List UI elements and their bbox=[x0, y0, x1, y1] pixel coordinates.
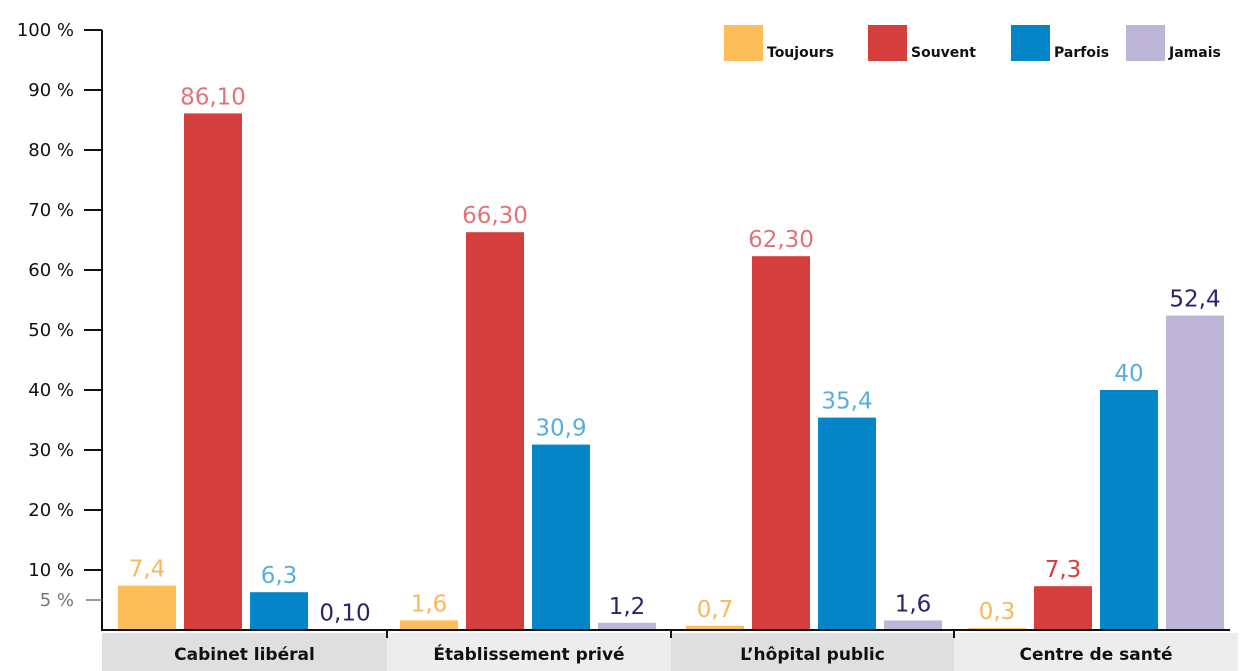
value-label-jamais-0: 0,10 bbox=[319, 600, 370, 626]
bar-toujours-2 bbox=[686, 625, 744, 630]
bar-parfois-0 bbox=[250, 592, 308, 630]
value-label-parfois-0: 6,3 bbox=[261, 563, 298, 589]
bar-jamais-2 bbox=[884, 620, 942, 630]
bar-souvent-1 bbox=[466, 232, 524, 630]
bar-toujours-0 bbox=[118, 585, 176, 630]
category-0-band bbox=[102, 633, 387, 671]
bar-parfois-3 bbox=[1100, 390, 1158, 630]
category-1-label: Établissement privé bbox=[433, 643, 624, 665]
bar-souvent-2 bbox=[752, 256, 810, 630]
category-1-band bbox=[387, 633, 671, 671]
legend-label-jamais: Jamais bbox=[1168, 45, 1221, 61]
value-label-toujours-3: 0,3 bbox=[979, 599, 1016, 625]
value-label-parfois-1: 30,9 bbox=[535, 416, 586, 442]
y-tick-label-5: 5 % bbox=[40, 590, 74, 611]
category-2-band bbox=[671, 633, 954, 671]
category-3-band bbox=[954, 633, 1238, 671]
legend-label-parfois: Parfois bbox=[1054, 45, 1109, 61]
value-label-souvent-3: 7,3 bbox=[1045, 557, 1082, 583]
bar-souvent-0 bbox=[184, 113, 242, 630]
value-label-jamais-1: 1,2 bbox=[609, 594, 646, 620]
bar-parfois-1 bbox=[532, 444, 590, 630]
legend-swatch-souvent bbox=[868, 25, 907, 61]
legend-label-toujours: Toujours bbox=[767, 45, 834, 61]
value-label-souvent-1: 66,30 bbox=[462, 203, 528, 229]
bar-souvent-3 bbox=[1034, 586, 1092, 630]
y-tick-label-30: 30 % bbox=[28, 440, 74, 461]
value-label-parfois-3: 40 bbox=[1114, 361, 1143, 387]
value-label-toujours-0: 7,4 bbox=[129, 557, 166, 583]
value-labels: 7,4 1,6 0,7 0,3 86,10 66,30 62,30 7,3 6,3 30,9 35,… bbox=[129, 84, 1221, 626]
legend-swatch-jamais bbox=[1126, 25, 1165, 61]
axes: 5 % 10 % 20 % 30 % 40 % 50 % 60 % 70 % 80 % 90 % 1… bbox=[17, 20, 1230, 638]
y-tick-label-80: 80 % bbox=[28, 140, 74, 161]
legend: Toujours Souvent Parfois Jamais bbox=[724, 25, 1221, 61]
value-label-jamais-3: 52,4 bbox=[1169, 287, 1220, 313]
y-tick-label-50: 50 % bbox=[28, 320, 74, 341]
value-label-toujours-2: 0,7 bbox=[697, 597, 734, 623]
legend-swatch-toujours bbox=[724, 25, 763, 61]
category-0-label: Cabinet libéral bbox=[174, 645, 315, 665]
y-tick-label-60: 60 % bbox=[28, 260, 74, 281]
y-tick-label-20: 20 % bbox=[28, 500, 74, 521]
bar-toujours-1 bbox=[400, 620, 458, 630]
bar-jamais-3 bbox=[1166, 315, 1224, 630]
legend-swatch-parfois bbox=[1011, 25, 1050, 61]
y-tick-label-100: 100 % bbox=[17, 20, 74, 41]
value-label-souvent-2: 62,30 bbox=[748, 227, 814, 253]
category-3-label: Centre de santé bbox=[1019, 645, 1172, 665]
value-label-souvent-0: 86,10 bbox=[180, 84, 246, 110]
y-tick-label-90: 90 % bbox=[28, 80, 74, 101]
y-tick-label-70: 70 % bbox=[28, 200, 74, 221]
bars bbox=[118, 113, 1224, 630]
category-2-label: L’hôpital public bbox=[740, 645, 885, 665]
bar-parfois-2 bbox=[818, 417, 876, 630]
y-tick-label-40: 40 % bbox=[28, 380, 74, 401]
value-label-jamais-2: 1,6 bbox=[895, 591, 932, 617]
value-label-parfois-2: 35,4 bbox=[821, 389, 872, 415]
bar-jamais-1 bbox=[598, 622, 656, 630]
legend-label-souvent: Souvent bbox=[911, 45, 976, 61]
value-label-toujours-1: 1,6 bbox=[411, 591, 448, 617]
category-bands: Cabinet libéral Établissement privé L’hôpi… bbox=[102, 633, 1238, 671]
y-tick-label-10: 10 % bbox=[28, 560, 74, 581]
